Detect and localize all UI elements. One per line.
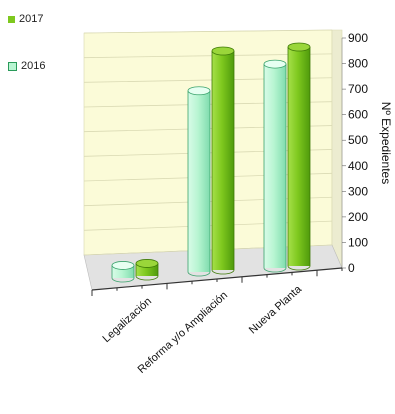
y-tick-label: 100 xyxy=(348,235,368,249)
bar-2017-2 xyxy=(287,42,311,271)
bar-top xyxy=(187,86,211,96)
y-tick-label: 500 xyxy=(348,133,368,147)
bar-top xyxy=(287,42,311,52)
legend-swatch-2017 xyxy=(8,15,15,23)
bar-2017-0 xyxy=(135,259,159,281)
x-category-label: Nueva Planta xyxy=(247,283,305,337)
legend-item-2016: 2016 xyxy=(8,60,45,72)
y-tick-label: 300 xyxy=(348,184,368,198)
bar-body xyxy=(188,90,210,272)
legend-label-2016: 2016 xyxy=(21,60,46,72)
y-axis-title: Nº Expedientes xyxy=(379,102,393,184)
bar-2016-0 xyxy=(111,261,135,283)
bar-bottom xyxy=(211,269,235,275)
chart-side-wall xyxy=(331,29,343,269)
bar-body xyxy=(264,64,286,268)
y-tick-label: 400 xyxy=(348,159,368,173)
bar-bottom xyxy=(263,267,287,273)
bar-2017-1 xyxy=(211,46,235,275)
bar-bottom xyxy=(187,271,211,277)
x-category-label: Legalización xyxy=(101,295,154,345)
y-tick-label: 0 xyxy=(348,261,355,275)
bar-bottom xyxy=(287,265,311,271)
bar-2016-2 xyxy=(263,59,287,273)
bar-top xyxy=(211,46,235,56)
bar-bottom xyxy=(111,277,135,283)
y-tick-label: 800 xyxy=(348,57,368,71)
bar-top xyxy=(135,259,159,268)
y-tick-label: 600 xyxy=(348,108,368,122)
legend-label-2017: 2017 xyxy=(19,13,44,25)
bar-bottom xyxy=(135,275,159,281)
gridline xyxy=(83,29,333,34)
bar-top xyxy=(263,59,287,69)
y-tick-label: 700 xyxy=(348,82,368,96)
bar-top xyxy=(111,261,135,270)
y-tick-label: 900 xyxy=(348,31,368,45)
bar-body xyxy=(288,47,310,267)
bar-2016-1 xyxy=(187,86,211,277)
bar-body xyxy=(212,51,234,271)
legend-item-2017: 2017 xyxy=(8,13,43,25)
y-tick-label: 200 xyxy=(348,210,368,224)
legend-swatch-2016 xyxy=(8,61,17,71)
